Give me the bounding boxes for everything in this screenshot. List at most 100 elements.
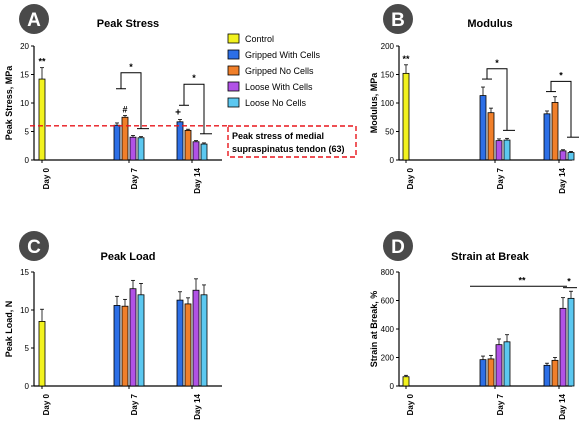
x-tick-label: Day 14 bbox=[193, 393, 202, 419]
bracket-line bbox=[550, 80, 572, 138]
bracket-line bbox=[486, 68, 508, 131]
bar bbox=[137, 294, 145, 387]
chart-title: Modulus bbox=[467, 18, 512, 30]
bar bbox=[559, 150, 567, 161]
y-tick-label: 100 bbox=[381, 99, 395, 108]
bar bbox=[113, 305, 121, 387]
bar bbox=[121, 116, 129, 161]
chart-peak-stress: Peak Stress Peak Stress, MPa 0 5 10 15 20 Day 0… bbox=[4, 18, 228, 194]
legend-swatch bbox=[227, 97, 240, 108]
reference-annotation: Peak stress of medial supraspinatus tend… bbox=[227, 125, 357, 158]
significance-marker: * bbox=[567, 277, 571, 287]
y-tick-label: 50 bbox=[385, 128, 394, 137]
panel-label-b: B bbox=[383, 4, 413, 34]
bar bbox=[176, 299, 184, 387]
bar bbox=[503, 341, 511, 387]
chart-title: Strain at Break bbox=[451, 251, 530, 263]
y-axis-label: Peak Load, N bbox=[4, 301, 14, 358]
x-tick-label: Day 14 bbox=[193, 167, 202, 193]
bar bbox=[567, 152, 575, 161]
bar bbox=[137, 137, 145, 161]
significance-marker: * bbox=[129, 62, 133, 72]
bar bbox=[192, 289, 200, 387]
bar bbox=[402, 376, 410, 387]
y-tick-label: 600 bbox=[381, 297, 395, 306]
y-axis-label: Modulus, MPa bbox=[369, 72, 379, 133]
significance-marker: ** bbox=[402, 54, 410, 64]
y-tick-label: 0 bbox=[25, 382, 30, 391]
x-tick-label: Day 0 bbox=[42, 167, 51, 189]
bar bbox=[113, 124, 121, 161]
bar bbox=[184, 129, 192, 161]
y-tick-label: 20 bbox=[20, 42, 29, 51]
panel-label-d: D bbox=[383, 231, 413, 261]
bar bbox=[487, 112, 495, 161]
bar bbox=[402, 72, 410, 161]
bar bbox=[543, 364, 551, 387]
y-tick-label: 0 bbox=[25, 156, 30, 165]
legend: Control Gripped With Cells Gripped No Cell… bbox=[227, 33, 321, 108]
bar bbox=[200, 294, 208, 387]
legend-swatch bbox=[227, 33, 240, 44]
chart-title: Peak Load bbox=[100, 251, 155, 263]
bar bbox=[487, 358, 495, 387]
significance-marker: # bbox=[122, 105, 127, 115]
y-tick-label: 10 bbox=[20, 99, 29, 108]
chart-title: Peak Stress bbox=[97, 18, 159, 30]
y-tick-label: 200 bbox=[381, 42, 395, 51]
bar bbox=[567, 297, 575, 387]
svg-text:D: D bbox=[391, 237, 405, 258]
reference-label-line1: Peak stress of medial bbox=[232, 131, 324, 141]
significance-marker: + bbox=[175, 108, 181, 119]
chart-peak-load: Peak Load Peak Load, N 0 5 10 15 Day 0 Day 7 Day… bbox=[4, 251, 222, 420]
significance-marker: * bbox=[495, 58, 499, 68]
y-tick-label: 150 bbox=[381, 71, 395, 80]
legend-label: Gripped With Cells bbox=[245, 50, 321, 60]
y-tick-label: 15 bbox=[20, 71, 29, 80]
bar bbox=[551, 102, 559, 161]
y-tick-label: 0 bbox=[390, 156, 395, 165]
reference-label-line2: supraspinatus tendon (63) bbox=[232, 144, 345, 154]
y-axis-label: Peak Stress, MPa bbox=[4, 65, 14, 141]
legend-swatch bbox=[227, 65, 240, 76]
x-tick-label: Day 7 bbox=[130, 393, 139, 415]
y-tick-label: 0 bbox=[390, 382, 395, 391]
x-tick-label: Day 7 bbox=[496, 393, 505, 415]
bar bbox=[543, 113, 551, 161]
x-tick-label: Day 14 bbox=[558, 393, 567, 419]
legend-label: Gripped No Cells bbox=[245, 66, 314, 76]
x-tick-label: Day 0 bbox=[406, 167, 415, 189]
bracket-line bbox=[183, 83, 205, 134]
bar bbox=[121, 305, 129, 387]
bar bbox=[479, 95, 487, 161]
svg-text:B: B bbox=[391, 10, 405, 31]
bar bbox=[176, 121, 184, 161]
chart-modulus: Modulus Modulus, MPa 0 50 100 150 200 Day 0 Day … bbox=[369, 18, 579, 194]
bar bbox=[551, 359, 559, 387]
legend-swatch bbox=[227, 81, 240, 92]
bar bbox=[129, 136, 137, 161]
bar bbox=[559, 307, 567, 387]
legend-swatch bbox=[227, 49, 240, 60]
y-tick-label: 5 bbox=[25, 344, 30, 353]
panel-label-c: C bbox=[19, 231, 49, 261]
x-tick-label: Day 0 bbox=[42, 393, 51, 415]
y-axis-label: Strain at Break, % bbox=[369, 291, 379, 368]
significance-marker: ** bbox=[38, 57, 46, 67]
svg-text:A: A bbox=[27, 10, 41, 31]
y-tick-label: 10 bbox=[20, 306, 29, 315]
legend-label: Loose With Cells bbox=[245, 82, 313, 92]
bar bbox=[38, 78, 46, 161]
bar bbox=[192, 141, 200, 161]
bar bbox=[184, 303, 192, 387]
svg-text:C: C bbox=[27, 237, 41, 258]
x-tick-label: Day 14 bbox=[558, 167, 567, 193]
legend-label: Control bbox=[245, 34, 274, 44]
bar bbox=[479, 359, 487, 387]
bar bbox=[503, 139, 511, 161]
legend-label: Loose No Cells bbox=[245, 98, 307, 108]
y-tick-label: 5 bbox=[25, 128, 30, 137]
x-tick-label: Day 0 bbox=[406, 393, 415, 415]
y-tick-label: 15 bbox=[20, 268, 29, 277]
